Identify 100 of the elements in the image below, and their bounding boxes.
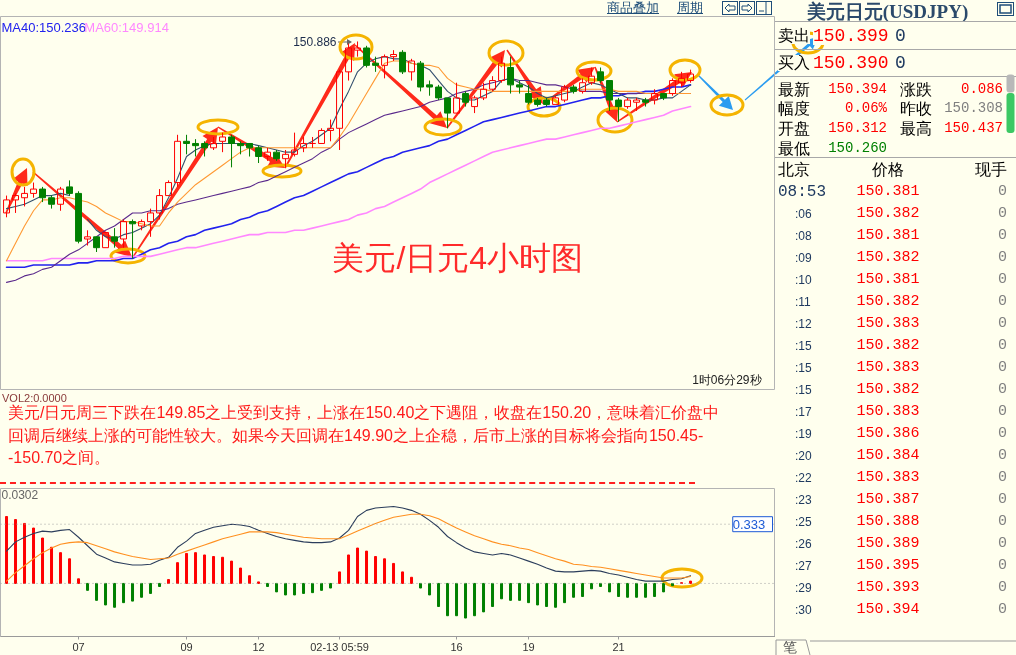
text: :17 (795, 405, 812, 419)
text: 150.383 (855, 469, 921, 486)
candlestick (579, 77, 587, 95)
text: :22 (795, 471, 812, 485)
annotation: 0.333 (732, 516, 766, 532)
text: MA60:149.914 (84, 20, 169, 35)
text: :11 (795, 295, 811, 309)
text: 最新 (778, 81, 810, 98)
text: 150.381 (855, 227, 921, 244)
text: 150.260 (828, 140, 887, 156)
text: 美元/日元周三下跌在149.85之上受到支持，上涨在150.40之下遇阻，收盘在150.20，意味着汇价盘中回调后继续上涨的可能性较大。如果今天回调在149.90之上企稳，后市上涨的目标将会指向150.45--150.70之间。 (8, 403, 721, 468)
x-tick-label: 19 (522, 640, 535, 653)
text: 周期 (677, 0, 703, 15)
text: 0 (997, 535, 1007, 552)
text: 150.386 (855, 425, 921, 442)
text: :30 (795, 603, 812, 617)
text: 价格 (871, 161, 905, 178)
x-tick-label: 12 (252, 640, 265, 653)
text: 0 (997, 403, 1007, 420)
text: :25 (795, 515, 812, 529)
text: VOL2:0.0000 (2, 392, 67, 404)
text: 0 (997, 205, 1007, 222)
text: 买入 (778, 54, 810, 71)
text: :09 (795, 251, 812, 265)
text: 150.308 (944, 100, 1003, 116)
text: 150.437 (944, 120, 1003, 136)
text: 150.383 (855, 403, 921, 420)
text: 0 (997, 359, 1007, 376)
candlestick (264, 147, 271, 162)
text: :10 (795, 273, 812, 287)
text: 150.384 (855, 447, 921, 464)
text: :27 (795, 559, 812, 573)
text: 0 (997, 293, 1007, 310)
x-tick-label: 07 (72, 640, 85, 653)
text: 150.395 (855, 557, 921, 574)
text: 0 (997, 183, 1007, 200)
text: 150.382 (855, 381, 921, 398)
text: 0 (997, 271, 1007, 288)
text: 0 (997, 227, 1007, 244)
text: 150.382 (855, 205, 921, 222)
text: :29 (795, 581, 812, 595)
text: 150.394 (828, 81, 887, 97)
text: :15 (795, 339, 812, 353)
text: 商品叠加 (607, 0, 659, 15)
text: 美元日元(USDJPY) (805, 1, 970, 22)
x-tick-label: 02-13 05:59 (310, 640, 369, 653)
text: :15 (795, 383, 812, 397)
text: 150.383 (855, 315, 921, 332)
candlestick (192, 138, 199, 158)
candlestick (381, 53, 388, 79)
text: 150.393 (855, 579, 921, 596)
text: 150.389 (855, 535, 921, 552)
text: 150.381 (855, 183, 921, 200)
candlestick (390, 49, 398, 62)
text: 最低 (778, 140, 810, 157)
candlestick (462, 90, 470, 108)
text: 150.388 (855, 513, 921, 530)
text: 0.06% (844, 100, 887, 116)
text: 昨收 (900, 100, 932, 117)
text: :26 (795, 537, 812, 551)
text: :19 (795, 427, 812, 441)
text: 150.387 (855, 491, 921, 508)
text: 0 (997, 469, 1007, 486)
text: 150.381 (855, 271, 921, 288)
text: :12 (795, 317, 812, 331)
text: 150.382 (855, 293, 921, 310)
text: 0 (997, 447, 1007, 464)
text: 卖出 (778, 27, 810, 44)
candlestick (669, 77, 677, 97)
x-tick-label: 09 (180, 640, 193, 653)
text: 幅度 (778, 100, 810, 117)
text: 150.383 (855, 359, 921, 376)
text: 笔 (783, 639, 797, 655)
candlestick (273, 149, 280, 162)
candlestick (201, 140, 208, 158)
text: :20 (795, 449, 812, 463)
text: :23 (795, 493, 812, 507)
text: 0 (895, 53, 906, 73)
x-tick-label: 21 (612, 640, 625, 653)
text: 0 (895, 26, 906, 46)
annotation: 150.886 (293, 34, 337, 49)
text: :06 (795, 207, 812, 221)
text: 150.390 (813, 53, 889, 73)
candlestick (129, 218, 136, 260)
text: 开盘 (778, 120, 810, 137)
text: 0 (997, 557, 1007, 574)
text: MA40:150.236 (1, 20, 87, 35)
text: 0 (997, 491, 1007, 508)
text: 150.312 (828, 120, 887, 136)
text: 美元/日元4小时图 (332, 240, 584, 277)
text: 150.394 (855, 601, 921, 618)
text: 北京 (778, 161, 810, 178)
text: 0 (997, 381, 1007, 398)
text: 0.0302 (1, 488, 39, 502)
text: :08 (795, 229, 812, 243)
text: 0 (997, 249, 1007, 266)
candlestick (12, 192, 19, 214)
text: 150.382 (855, 337, 921, 354)
text: 现手 (975, 161, 1007, 178)
text: 0 (997, 513, 1007, 530)
